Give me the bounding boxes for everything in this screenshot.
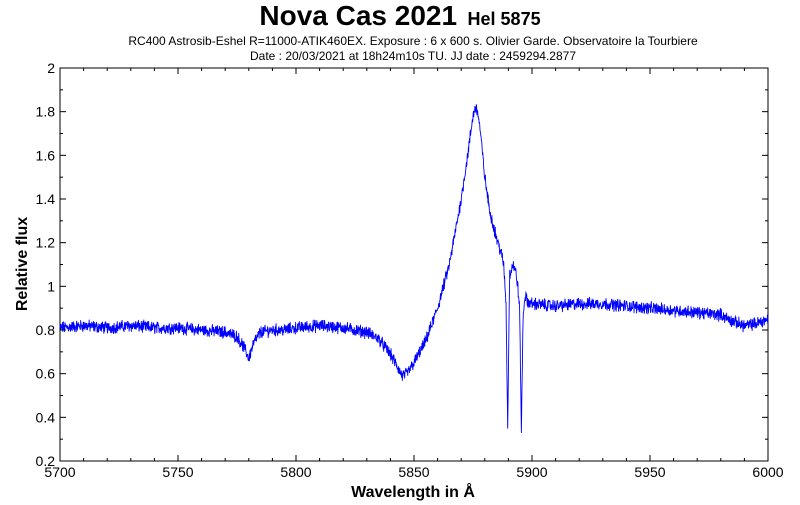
x-tick-label: 5850	[398, 464, 429, 480]
x-tick-label: 5750	[162, 464, 193, 480]
spectrum-line	[59, 104, 769, 434]
plot-frame	[59, 67, 769, 462]
x-axis-ticks: 5700 5750 5800 5850 5900 5950 6000	[44, 68, 784, 480]
y-axis-label: Relative flux	[14, 217, 31, 311]
x-tick-label: 5950	[634, 464, 665, 480]
y-tick-label: 0.6	[36, 366, 56, 382]
chart-title-suffix: Hel 5875	[468, 9, 541, 29]
y-tick-label: 1.8	[36, 104, 56, 120]
y-tick-label: 1.2	[36, 235, 56, 251]
chart-title-main: Nova Cas 2021	[259, 0, 457, 31]
chart-subtitle-line2: Date : 20/03/2021 at 18h24m10s TU. JJ da…	[250, 49, 576, 63]
chart-subtitle-line1: RC400 Astrosib-Eshel R=11000-ATIK460EX. …	[128, 34, 698, 48]
y-axis-ticks: 0.2 0.4 0.6 0.8 1 1.2 1.4 1.6 1.8 2	[36, 60, 768, 469]
x-axis-label: Wavelength in Å	[351, 482, 475, 501]
y-tick-label: 1.6	[36, 147, 56, 163]
series-group	[59, 104, 769, 434]
chart-title: Nova Cas 2021 Hel 5875	[259, 0, 540, 31]
y-tick-label: 0.2	[36, 453, 56, 469]
x-tick-label: 5700	[44, 464, 75, 480]
x-tick-label: 6000	[752, 464, 783, 480]
y-tick-label: 1	[47, 278, 55, 294]
y-tick-label: 2	[47, 60, 55, 76]
y-tick-label: 0.4	[36, 409, 56, 425]
x-tick-label: 5800	[280, 464, 311, 480]
y-tick-label: 0.8	[36, 322, 56, 338]
y-tick-label: 1.4	[36, 191, 56, 207]
plot-area: 5700 5750 5800 5850 5900 5950 6000 0.20.40.60.…	[36, 60, 784, 480]
x-tick-label: 5900	[516, 464, 547, 480]
